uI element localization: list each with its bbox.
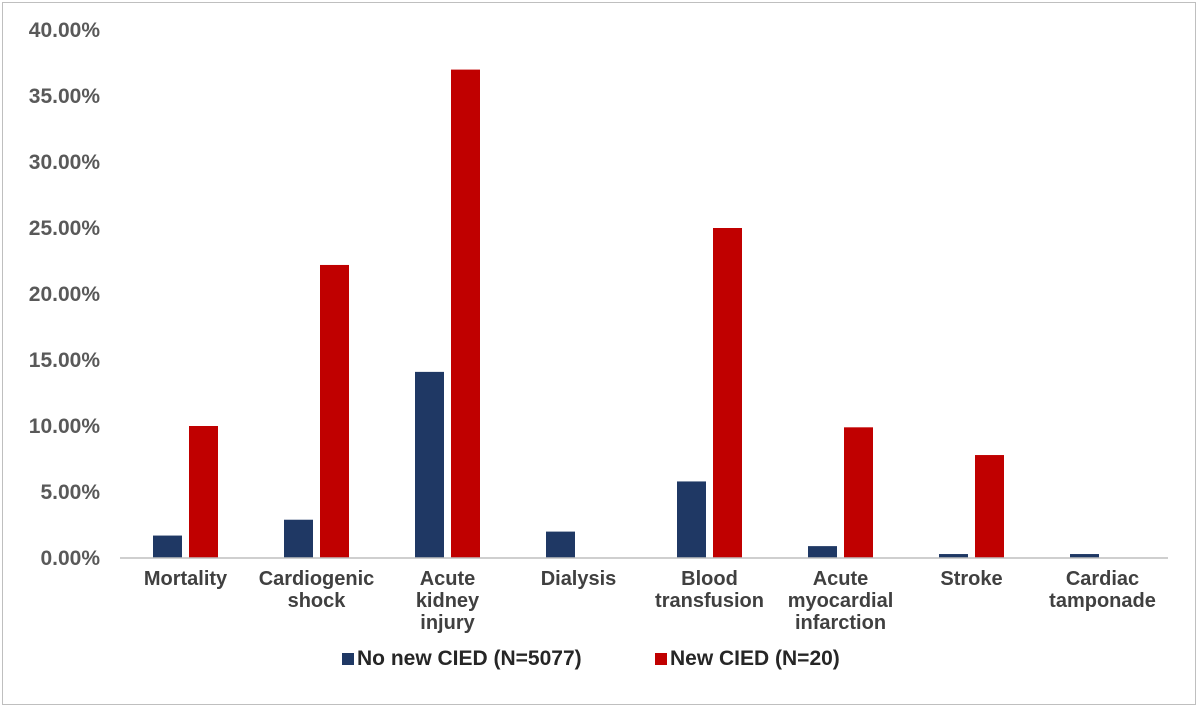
x-category-label: Stroke	[940, 568, 1002, 590]
x-category-label: Acute kidney injury	[416, 568, 480, 634]
bar-new-cied	[189, 426, 218, 558]
y-tick-label: 30.00%	[29, 151, 101, 174]
x-category-label: Cardiogenic shock	[259, 568, 375, 612]
bar-no-new-cied	[153, 535, 182, 558]
x-category-label: Cardiac tamponade	[1049, 568, 1156, 612]
bar-new-cied	[975, 455, 1004, 558]
y-tick-label: 20.00%	[29, 283, 101, 306]
y-tick-label: 0.00%	[40, 547, 100, 570]
y-tick-label: 15.00%	[29, 349, 101, 372]
bar-no-new-cied	[546, 531, 575, 558]
bar-no-new-cied	[808, 546, 837, 558]
bars	[153, 69, 1099, 558]
bar-new-cied	[713, 228, 742, 558]
y-tick-label: 40.00%	[29, 19, 101, 42]
bar-no-new-cied	[415, 371, 444, 558]
y-tick-label: 5.00%	[40, 481, 100, 504]
legend-swatch	[342, 653, 354, 665]
y-tick-label: 10.00%	[29, 415, 101, 438]
legend: No new CIED (N=5077) New CIED (N=20)	[342, 647, 840, 670]
bar-new-cied	[844, 427, 873, 558]
x-category-label: Mortality	[144, 568, 228, 590]
bar-new-cied	[451, 69, 480, 558]
x-category-label: Dialysis	[541, 568, 617, 590]
bar-no-new-cied	[939, 554, 968, 558]
bar-no-new-cied	[1070, 554, 1099, 558]
x-category-label: Blood transfusion	[655, 568, 764, 612]
y-tick-label: 25.00%	[29, 217, 101, 240]
category-labels: Mortality Cardiogenic shock Acute kidney inju…	[144, 568, 1156, 634]
bar-no-new-cied	[677, 481, 706, 558]
bar-new-cied	[320, 264, 349, 558]
y-tick-label: 35.00%	[29, 85, 101, 108]
y-axis-ticks: 0.00% 5.00% 10.00% 15.00% 20.00% 25.00% 30.00%…	[29, 19, 101, 570]
legend-label: No new CIED (N=5077)	[357, 647, 582, 670]
bar-no-new-cied	[284, 519, 313, 558]
legend-swatch	[655, 653, 667, 665]
x-category-label: Acute myocardial infarction	[788, 568, 894, 634]
legend-label: New CIED (N=20)	[670, 647, 840, 670]
